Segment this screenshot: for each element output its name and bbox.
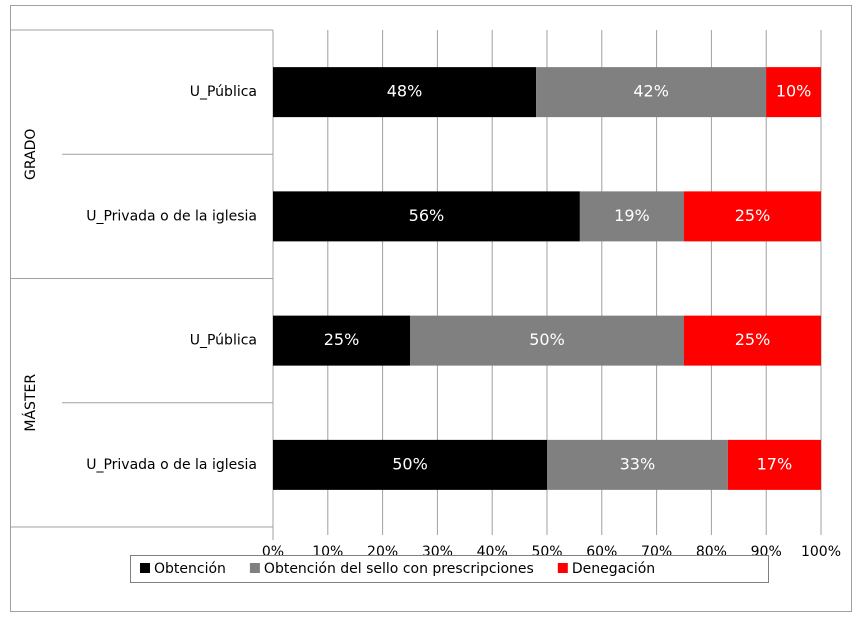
legend-label: Denegación: [572, 561, 655, 577]
y-tick-label: U_Pública: [190, 84, 257, 100]
value-label: 56%: [409, 206, 445, 225]
bar-segment: [410, 315, 684, 366]
value-label: 17%: [757, 454, 793, 473]
value-label: 50%: [392, 454, 428, 473]
y-tick-label: U_Privada o de la iglesia: [86, 457, 257, 473]
bar-segment: [727, 439, 821, 490]
bar-segment: [273, 315, 410, 366]
legend: Obtención Obtención del sello con prescri…: [130, 555, 769, 583]
value-label: 25%: [735, 206, 771, 225]
legend-box: [130, 555, 769, 583]
group-label: GRADO: [23, 129, 39, 180]
value-label: 19%: [614, 206, 650, 225]
legend-swatch: [140, 563, 150, 573]
y-tick-label: U_Pública: [190, 333, 257, 349]
x-tick-label: 100%: [801, 544, 841, 560]
y-tick-label: U_Privada o de la iglesia: [86, 208, 257, 224]
group-label: MÁSTER: [22, 374, 39, 432]
legend-swatch: [249, 563, 260, 573]
value-label: 48%: [387, 82, 423, 101]
bar-segment: [684, 191, 821, 242]
value-label: 33%: [620, 454, 656, 473]
bar-segment: [579, 191, 684, 242]
value-label: 42%: [633, 82, 669, 101]
bar-segment: [547, 439, 728, 490]
legend-label: Obtención: [154, 561, 226, 577]
value-label: 50%: [529, 330, 565, 349]
legend-label: Obtención del sello con prescripciones: [264, 561, 534, 577]
bar-segment: [273, 67, 537, 118]
chart-frame: [10, 5, 852, 612]
bar-segment: [766, 67, 821, 118]
legend-swatch: [557, 563, 568, 573]
value-label: 25%: [324, 330, 360, 349]
bar-segment: [536, 67, 767, 118]
bar-segment: [273, 439, 547, 490]
value-label: 25%: [735, 330, 771, 349]
bar-segment: [273, 191, 580, 242]
bar-segment: [684, 315, 821, 366]
value-label: 10%: [776, 82, 812, 101]
